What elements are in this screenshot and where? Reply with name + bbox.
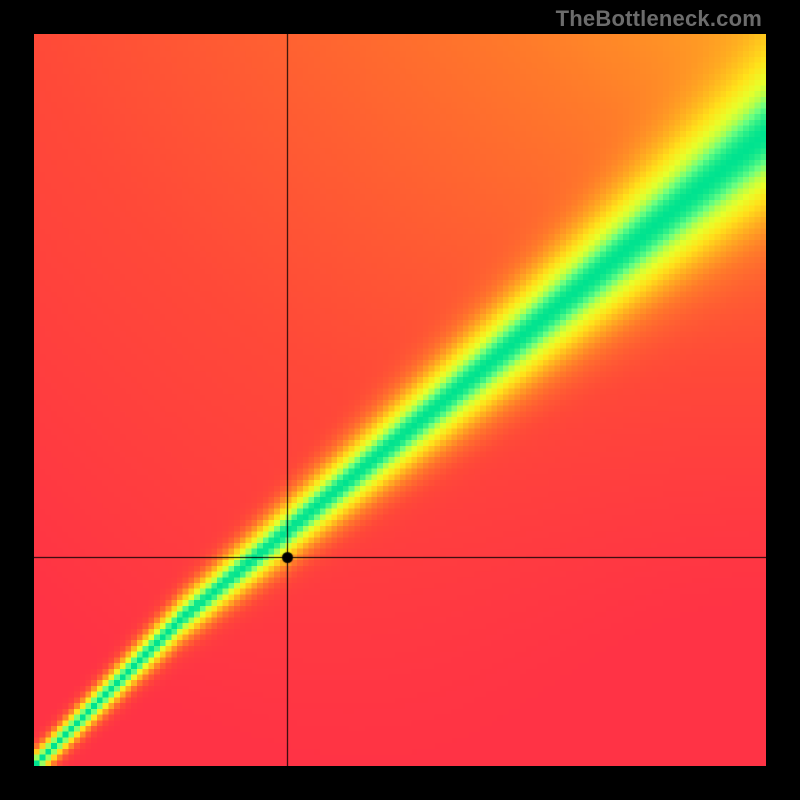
chart-container: TheBottleneck.com	[0, 0, 800, 800]
watermark-label: TheBottleneck.com	[556, 6, 762, 32]
heatmap-plot	[34, 34, 766, 766]
